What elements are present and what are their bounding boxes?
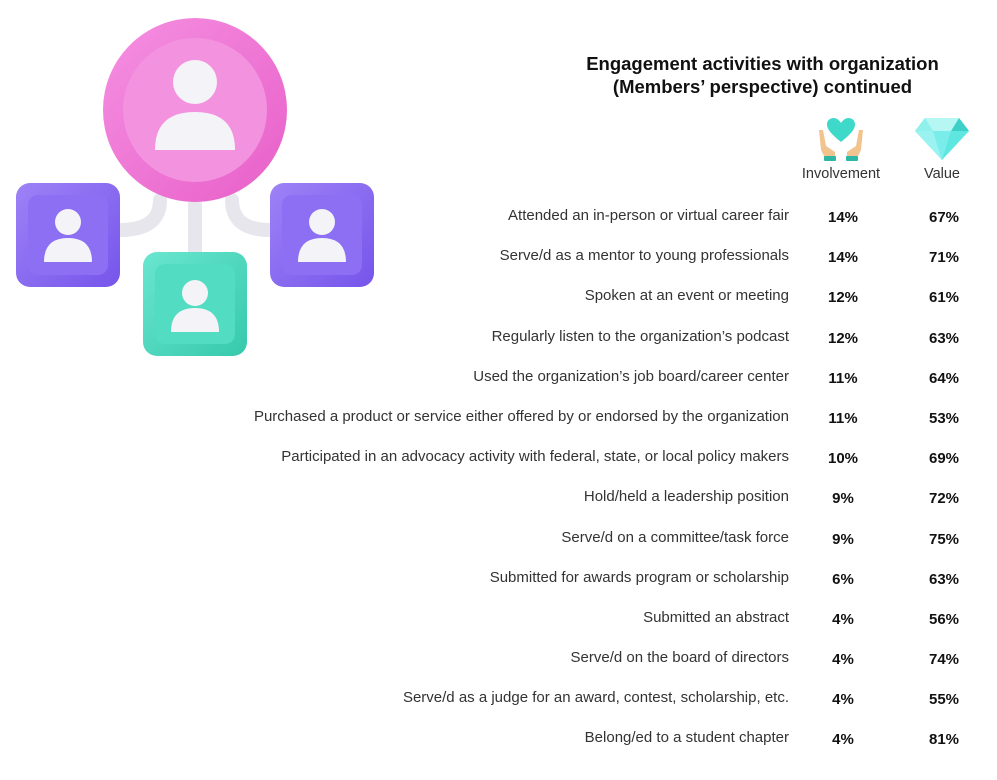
center-person-node	[103, 18, 287, 202]
value-value: 71%	[928, 249, 960, 267]
network-people-icon	[16, 18, 374, 356]
column-label-value: Value	[923, 166, 960, 182]
chart-title-line-1: Engagement activities with organization	[586, 53, 939, 74]
table-row: Serve/d on the board of directors 4% 74%	[0, 641, 997, 681]
value-value: 67%	[928, 209, 960, 226]
value-value: 61%	[928, 289, 960, 307]
value-value: 75%	[928, 530, 960, 548]
row-label: Belong/ed to a student chapter	[584, 729, 789, 747]
table-row: Serve/d as a mentor to young professiona…	[0, 239, 997, 279]
row-label: Serve/d as a judge for an award, contest…	[402, 689, 789, 707]
hands-heart-icon	[819, 118, 863, 161]
involvement-value: 4%	[832, 610, 854, 628]
table-row: Regularly listen to the organization’s p…	[0, 320, 997, 360]
involvement-value: 12%	[827, 289, 859, 307]
value-value: 64%	[928, 369, 960, 387]
value-value: 72%	[928, 490, 960, 508]
row-label: Regularly listen to the organization’s p…	[491, 327, 789, 345]
value-value: 56%	[928, 610, 960, 628]
table-row: Belong/ed to a student chapter 4% 81%	[0, 721, 997, 761]
connector-lines	[113, 193, 277, 262]
column-header-involvement: Involvement	[786, 116, 896, 182]
column-label-involvement: Involvement	[801, 166, 881, 182]
involvement-value: 14%	[827, 249, 859, 267]
involvement-value: 6%	[832, 570, 854, 588]
value-value: 53%	[928, 409, 960, 427]
table-row: Purchased a product or service either of…	[0, 400, 997, 440]
chart-title-line-2: (Members’ perspective) continued	[612, 76, 913, 97]
value-value: 69%	[928, 450, 960, 468]
diamond-icon	[915, 118, 969, 160]
involvement-value: 10%	[827, 450, 859, 468]
row-label: Spoken at an event or meeting	[584, 287, 789, 305]
involvement-value: 14%	[827, 209, 859, 226]
involvement-value: 11%	[828, 369, 858, 387]
row-label: Attended an in-person or virtual career …	[508, 207, 789, 224]
table-row: Submitted for awards program or scholars…	[0, 561, 997, 601]
row-label: Submitted an abstract	[643, 608, 789, 626]
involvement-value: 4%	[832, 651, 854, 669]
row-label: Serve/d on a committee/task force	[561, 528, 789, 546]
involvement-value: 11%	[828, 409, 858, 427]
chart-title: Engagement activities with organization …	[540, 52, 985, 98]
row-label: Serve/d on the board of directors	[570, 649, 789, 667]
table-row: Serve/d on a committee/task force 9% 75%	[0, 521, 997, 561]
column-header-value: Value	[887, 116, 997, 182]
value-value: 74%	[928, 651, 960, 669]
bottom-person-node	[143, 252, 247, 356]
row-label: Participated in an advocacy activity wit…	[281, 448, 789, 466]
row-label: Used the organization’s job board/career…	[473, 367, 789, 385]
left-person-node	[16, 183, 120, 287]
value-value: 63%	[928, 570, 960, 588]
table-row: Spoken at an event or meeting 12% 61%	[0, 279, 997, 319]
involvement-value: 4%	[832, 691, 854, 709]
table-row: Used the organization’s job board/career…	[0, 360, 997, 400]
involvement-value: 12%	[827, 329, 859, 347]
row-label: Submitted for awards program or scholars…	[489, 568, 789, 586]
table-row: Participated in an advocacy activity wit…	[0, 440, 997, 480]
data-table: Attended an in-person or virtual career …	[0, 199, 997, 762]
row-label: Hold/held a leadership position	[583, 488, 789, 506]
table-row: Attended an in-person or virtual career …	[0, 199, 997, 239]
table-row: Hold/held a leadership position 9% 72%	[0, 480, 997, 520]
row-label: Purchased a product or service either of…	[253, 407, 789, 425]
table-row: Serve/d as a judge for an award, contest…	[0, 681, 997, 721]
involvement-value: 9%	[832, 490, 854, 508]
value-value: 55%	[928, 691, 960, 709]
row-label: Serve/d as a mentor to young professiona…	[499, 247, 789, 265]
value-value: 63%	[928, 329, 960, 347]
involvement-value: 9%	[832, 530, 854, 548]
involvement-value: 4%	[832, 731, 854, 749]
value-value: 81%	[928, 731, 960, 749]
table-row: Submitted an abstract 4% 56%	[0, 601, 997, 641]
right-person-node	[270, 183, 374, 287]
